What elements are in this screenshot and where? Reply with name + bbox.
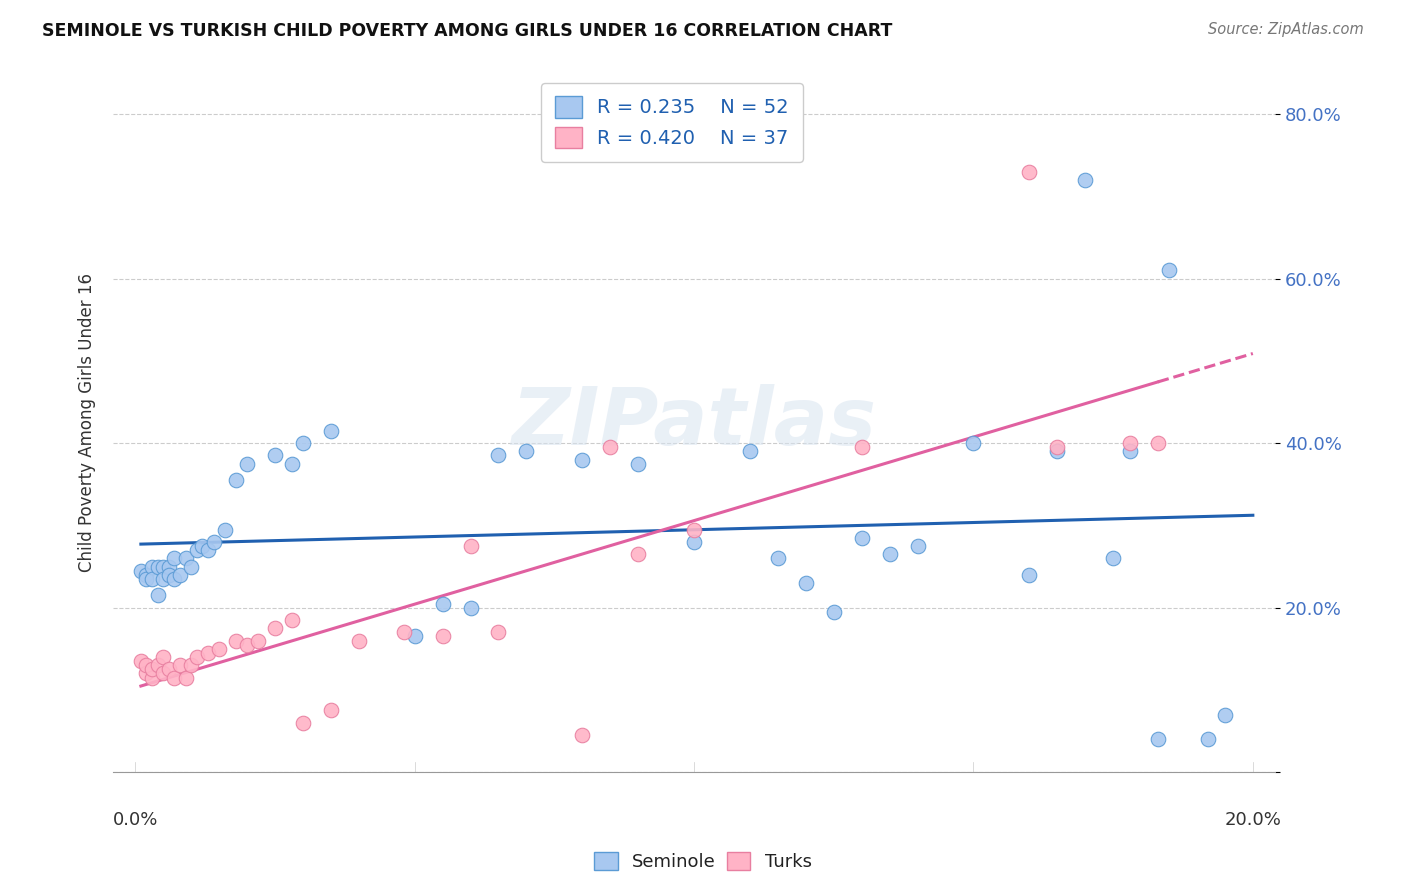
Point bbox=[962, 436, 984, 450]
Point bbox=[135, 567, 157, 582]
Point bbox=[152, 559, 174, 574]
Y-axis label: Child Poverty Among Girls Under 16: Child Poverty Among Girls Under 16 bbox=[79, 273, 96, 572]
Point bbox=[163, 671, 186, 685]
Point bbox=[627, 457, 650, 471]
Point bbox=[180, 559, 202, 574]
Point bbox=[599, 440, 621, 454]
Point bbox=[169, 567, 191, 582]
Text: SEMINOLE VS TURKISH CHILD POVERTY AMONG GIRLS UNDER 16 CORRELATION CHART: SEMINOLE VS TURKISH CHILD POVERTY AMONG … bbox=[42, 22, 893, 40]
Point bbox=[135, 658, 157, 673]
Point bbox=[186, 543, 208, 558]
Point bbox=[404, 629, 426, 643]
Text: Source: ZipAtlas.com: Source: ZipAtlas.com bbox=[1208, 22, 1364, 37]
Point bbox=[851, 531, 873, 545]
Point bbox=[197, 543, 219, 558]
Point bbox=[197, 646, 219, 660]
Point bbox=[319, 703, 342, 717]
Text: 20.0%: 20.0% bbox=[1225, 811, 1281, 829]
Point bbox=[180, 658, 202, 673]
Point bbox=[146, 658, 169, 673]
Point bbox=[174, 551, 197, 566]
Point bbox=[1046, 440, 1069, 454]
Point bbox=[1074, 173, 1097, 187]
Point bbox=[683, 534, 706, 549]
Point bbox=[225, 473, 247, 487]
Point bbox=[141, 572, 163, 586]
Point bbox=[152, 572, 174, 586]
Point bbox=[432, 629, 454, 643]
Point bbox=[1119, 436, 1142, 450]
Point bbox=[157, 567, 180, 582]
Point bbox=[146, 588, 169, 602]
Point bbox=[174, 671, 197, 685]
Point bbox=[225, 633, 247, 648]
Point bbox=[460, 600, 482, 615]
Point bbox=[907, 539, 929, 553]
Point bbox=[460, 539, 482, 553]
Point bbox=[1018, 567, 1040, 582]
Point bbox=[432, 597, 454, 611]
Point bbox=[291, 715, 314, 730]
Point bbox=[202, 534, 225, 549]
Point bbox=[392, 625, 415, 640]
Point bbox=[1119, 444, 1142, 458]
Point bbox=[1197, 732, 1219, 747]
Point bbox=[347, 633, 370, 648]
Point bbox=[291, 436, 314, 450]
Point bbox=[738, 444, 761, 458]
Point bbox=[141, 662, 163, 676]
Text: ZIPatlas: ZIPatlas bbox=[512, 384, 876, 461]
Point bbox=[281, 613, 304, 627]
Point bbox=[152, 650, 174, 665]
Point bbox=[163, 551, 186, 566]
Point bbox=[1157, 263, 1180, 277]
Text: 0.0%: 0.0% bbox=[112, 811, 157, 829]
Point bbox=[319, 424, 342, 438]
Legend: R = 0.235    N = 52, R = 0.420    N = 37: R = 0.235 N = 52, R = 0.420 N = 37 bbox=[541, 83, 803, 162]
Point bbox=[281, 457, 304, 471]
Point bbox=[515, 444, 537, 458]
Point bbox=[157, 662, 180, 676]
Point bbox=[146, 559, 169, 574]
Point bbox=[236, 457, 259, 471]
Point bbox=[191, 539, 214, 553]
Point bbox=[135, 666, 157, 681]
Legend: Seminole, Turks: Seminole, Turks bbox=[588, 846, 818, 879]
Point bbox=[152, 666, 174, 681]
Point bbox=[766, 551, 789, 566]
Point bbox=[129, 654, 152, 668]
Point bbox=[141, 559, 163, 574]
Point bbox=[1018, 164, 1040, 178]
Point bbox=[208, 641, 231, 656]
Point bbox=[627, 547, 650, 561]
Point bbox=[879, 547, 901, 561]
Point bbox=[247, 633, 270, 648]
Point bbox=[157, 559, 180, 574]
Point bbox=[1147, 732, 1170, 747]
Point bbox=[186, 650, 208, 665]
Point bbox=[794, 576, 817, 591]
Point bbox=[1147, 436, 1170, 450]
Point bbox=[1213, 707, 1236, 722]
Point bbox=[851, 440, 873, 454]
Point bbox=[264, 449, 287, 463]
Point bbox=[236, 638, 259, 652]
Point bbox=[264, 621, 287, 635]
Point bbox=[163, 572, 186, 586]
Point bbox=[1046, 444, 1069, 458]
Point bbox=[571, 452, 593, 467]
Point bbox=[141, 671, 163, 685]
Point bbox=[1102, 551, 1125, 566]
Point bbox=[488, 625, 510, 640]
Point bbox=[135, 572, 157, 586]
Point bbox=[488, 449, 510, 463]
Point bbox=[571, 728, 593, 742]
Point bbox=[823, 605, 845, 619]
Point bbox=[214, 523, 236, 537]
Point bbox=[683, 523, 706, 537]
Point bbox=[129, 564, 152, 578]
Point bbox=[169, 658, 191, 673]
